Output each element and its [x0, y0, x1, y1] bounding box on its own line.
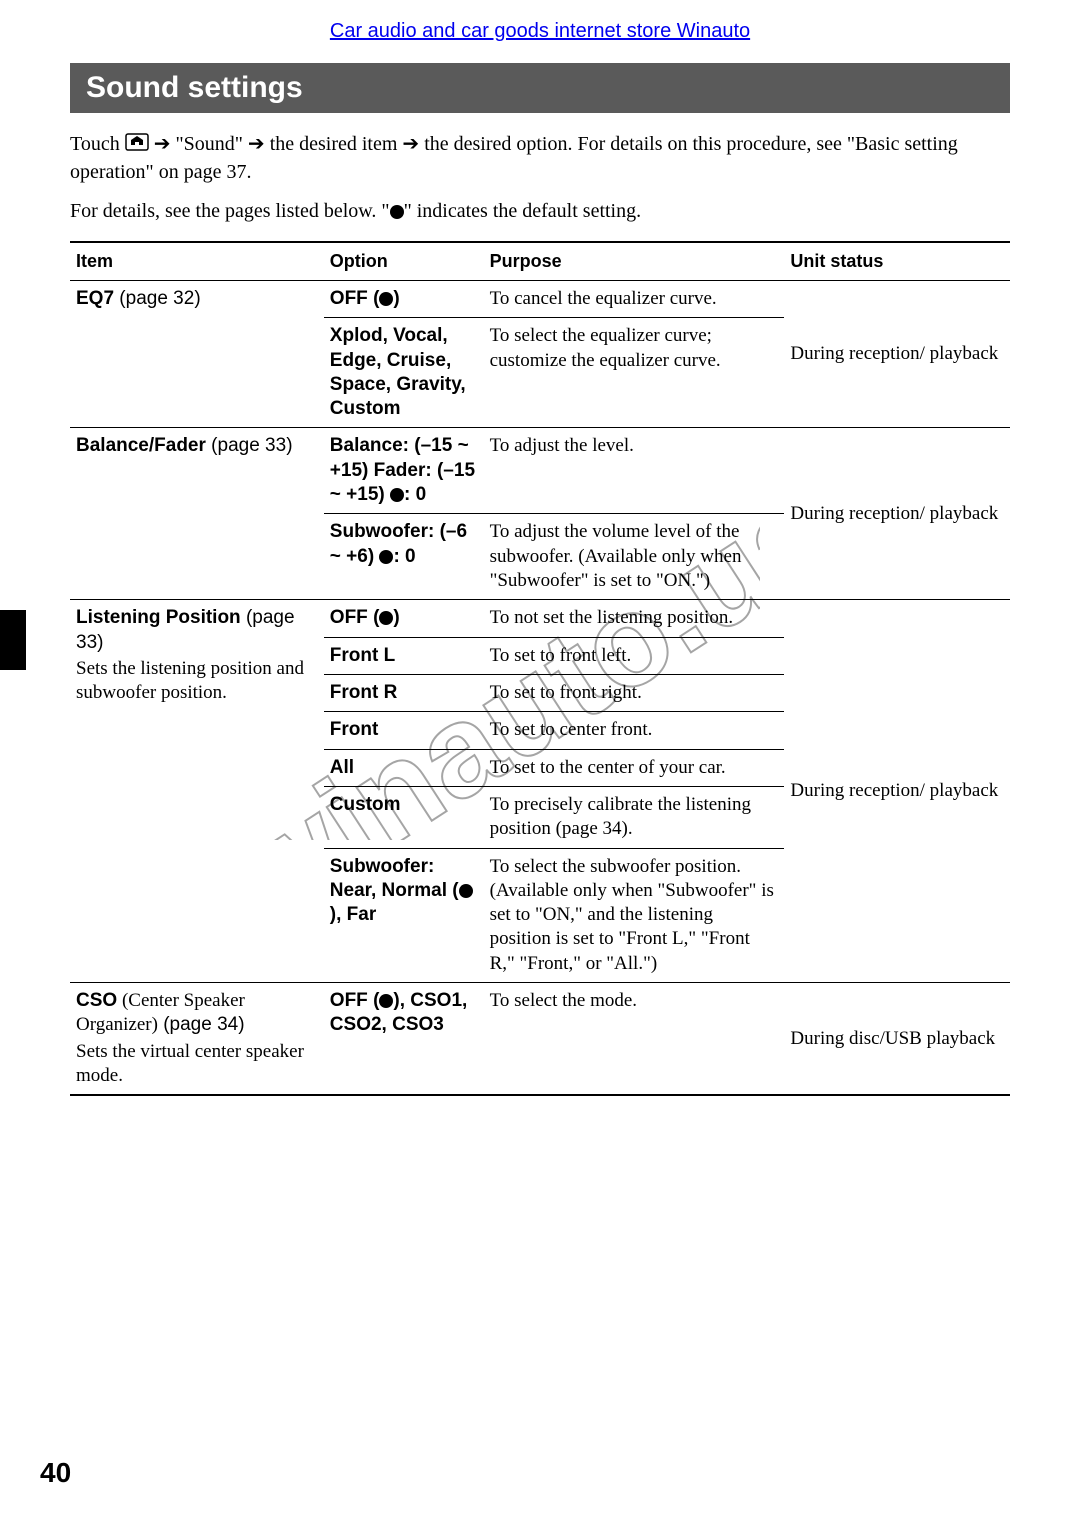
store-link[interactable]: Car audio and car goods internet store W…: [70, 20, 1010, 43]
details-line: For details, see the pages listed below.…: [70, 200, 1010, 223]
table-header-row: Item Option Purpose Unit status: [70, 242, 1010, 281]
purpose-cell: To set to front left.: [484, 637, 785, 674]
option-cell: OFF (): [324, 600, 484, 637]
option-cell: Subwoofer: Near, Normal (), Far: [324, 848, 484, 983]
status-cell: During disc/USB playback: [784, 983, 1010, 1096]
option-cell: Front: [324, 712, 484, 749]
arrow-icon: ➔: [402, 133, 419, 155]
table-row: EQ7 (page 32) OFF () To cancel the equal…: [70, 280, 1010, 317]
purpose-cell: To select the subwoofer position. (Avail…: [484, 848, 785, 983]
details-after: " indicates the default setting.: [404, 200, 642, 222]
item-name: EQ7: [76, 288, 114, 309]
purpose-cell: To set to front right.: [484, 674, 785, 711]
purpose-cell: To adjust the volume level of the subwoo…: [484, 514, 785, 600]
item-page: (page 34): [158, 1014, 245, 1035]
table-row: Balance/Fader (page 33) Balance: (–15 ~ …: [70, 428, 1010, 514]
home-icon: [125, 132, 149, 159]
item-name: CSO: [76, 990, 117, 1011]
status-cell: During reception/ playback: [784, 428, 1010, 600]
settings-table: Item Option Purpose Unit status EQ7 (pag…: [70, 241, 1010, 1096]
option-cell: Front L: [324, 637, 484, 674]
intro-text: Touch ➔ "Sound" ➔ the desired item ➔ the…: [70, 131, 1010, 186]
intro-sound: "Sound": [175, 133, 242, 155]
purpose-cell: To cancel the equalizer curve.: [484, 280, 785, 317]
page: winauto.ua Car audio and car goods inter…: [0, 0, 1080, 1529]
option-cell: OFF (), CSO1, CSO2, CSO3: [324, 983, 484, 1096]
page-number: 40: [40, 1457, 71, 1489]
section-title: Sound settings: [70, 63, 1010, 113]
item-name: Listening Position: [76, 607, 241, 628]
table-row: CSO (Center Speaker Organizer) (page 34)…: [70, 983, 1010, 1096]
status-cell: During reception/ playback: [784, 280, 1010, 428]
purpose-cell: To not set the listening position.: [484, 600, 785, 637]
purpose-cell: To set to the center of your car.: [484, 749, 785, 786]
header-option: Option: [324, 242, 484, 281]
purpose-cell: To select the mode.: [484, 983, 785, 1096]
item-page: (page 32): [114, 288, 201, 309]
item-page: (page 33): [206, 435, 293, 456]
arrow-icon: ➔: [154, 133, 171, 155]
default-dot-icon: [390, 205, 404, 219]
option-cell: All: [324, 749, 484, 786]
header-purpose: Purpose: [484, 242, 785, 281]
details-before: For details, see the pages listed below.…: [70, 200, 390, 222]
intro-prefix: Touch: [70, 133, 125, 155]
header-status: Unit status: [784, 242, 1010, 281]
item-desc: Sets the virtual center speaker mode.: [76, 1040, 318, 1089]
option-cell: Xplod, Vocal, Edge, Cruise, Space, Gravi…: [324, 318, 484, 428]
purpose-cell: To select the equalizer curve; customize…: [484, 318, 785, 428]
option-cell: Front R: [324, 674, 484, 711]
purpose-cell: To set to center front.: [484, 712, 785, 749]
item-desc: Sets the listening position and subwoofe…: [76, 657, 318, 706]
option-cell: Subwoofer: (–6 ~ +6) : 0: [324, 514, 484, 600]
table-row: Listening Position (page 33) Sets the li…: [70, 600, 1010, 637]
item-name: Balance/Fader: [76, 435, 206, 456]
status-cell: During reception/ playback: [784, 600, 1010, 983]
arrow-icon: ➔: [248, 133, 265, 155]
purpose-cell: To precisely calibrate the listening pos…: [484, 786, 785, 848]
option-cell: Custom: [324, 786, 484, 848]
option-cell: OFF (): [324, 280, 484, 317]
header-item: Item: [70, 242, 324, 281]
option-cell: Balance: (–15 ~ +15) Fader: (–15 ~ +15) …: [324, 428, 484, 514]
intro-item: the desired item: [270, 133, 398, 155]
side-tab: [0, 610, 26, 670]
purpose-cell: To adjust the level.: [484, 428, 785, 514]
